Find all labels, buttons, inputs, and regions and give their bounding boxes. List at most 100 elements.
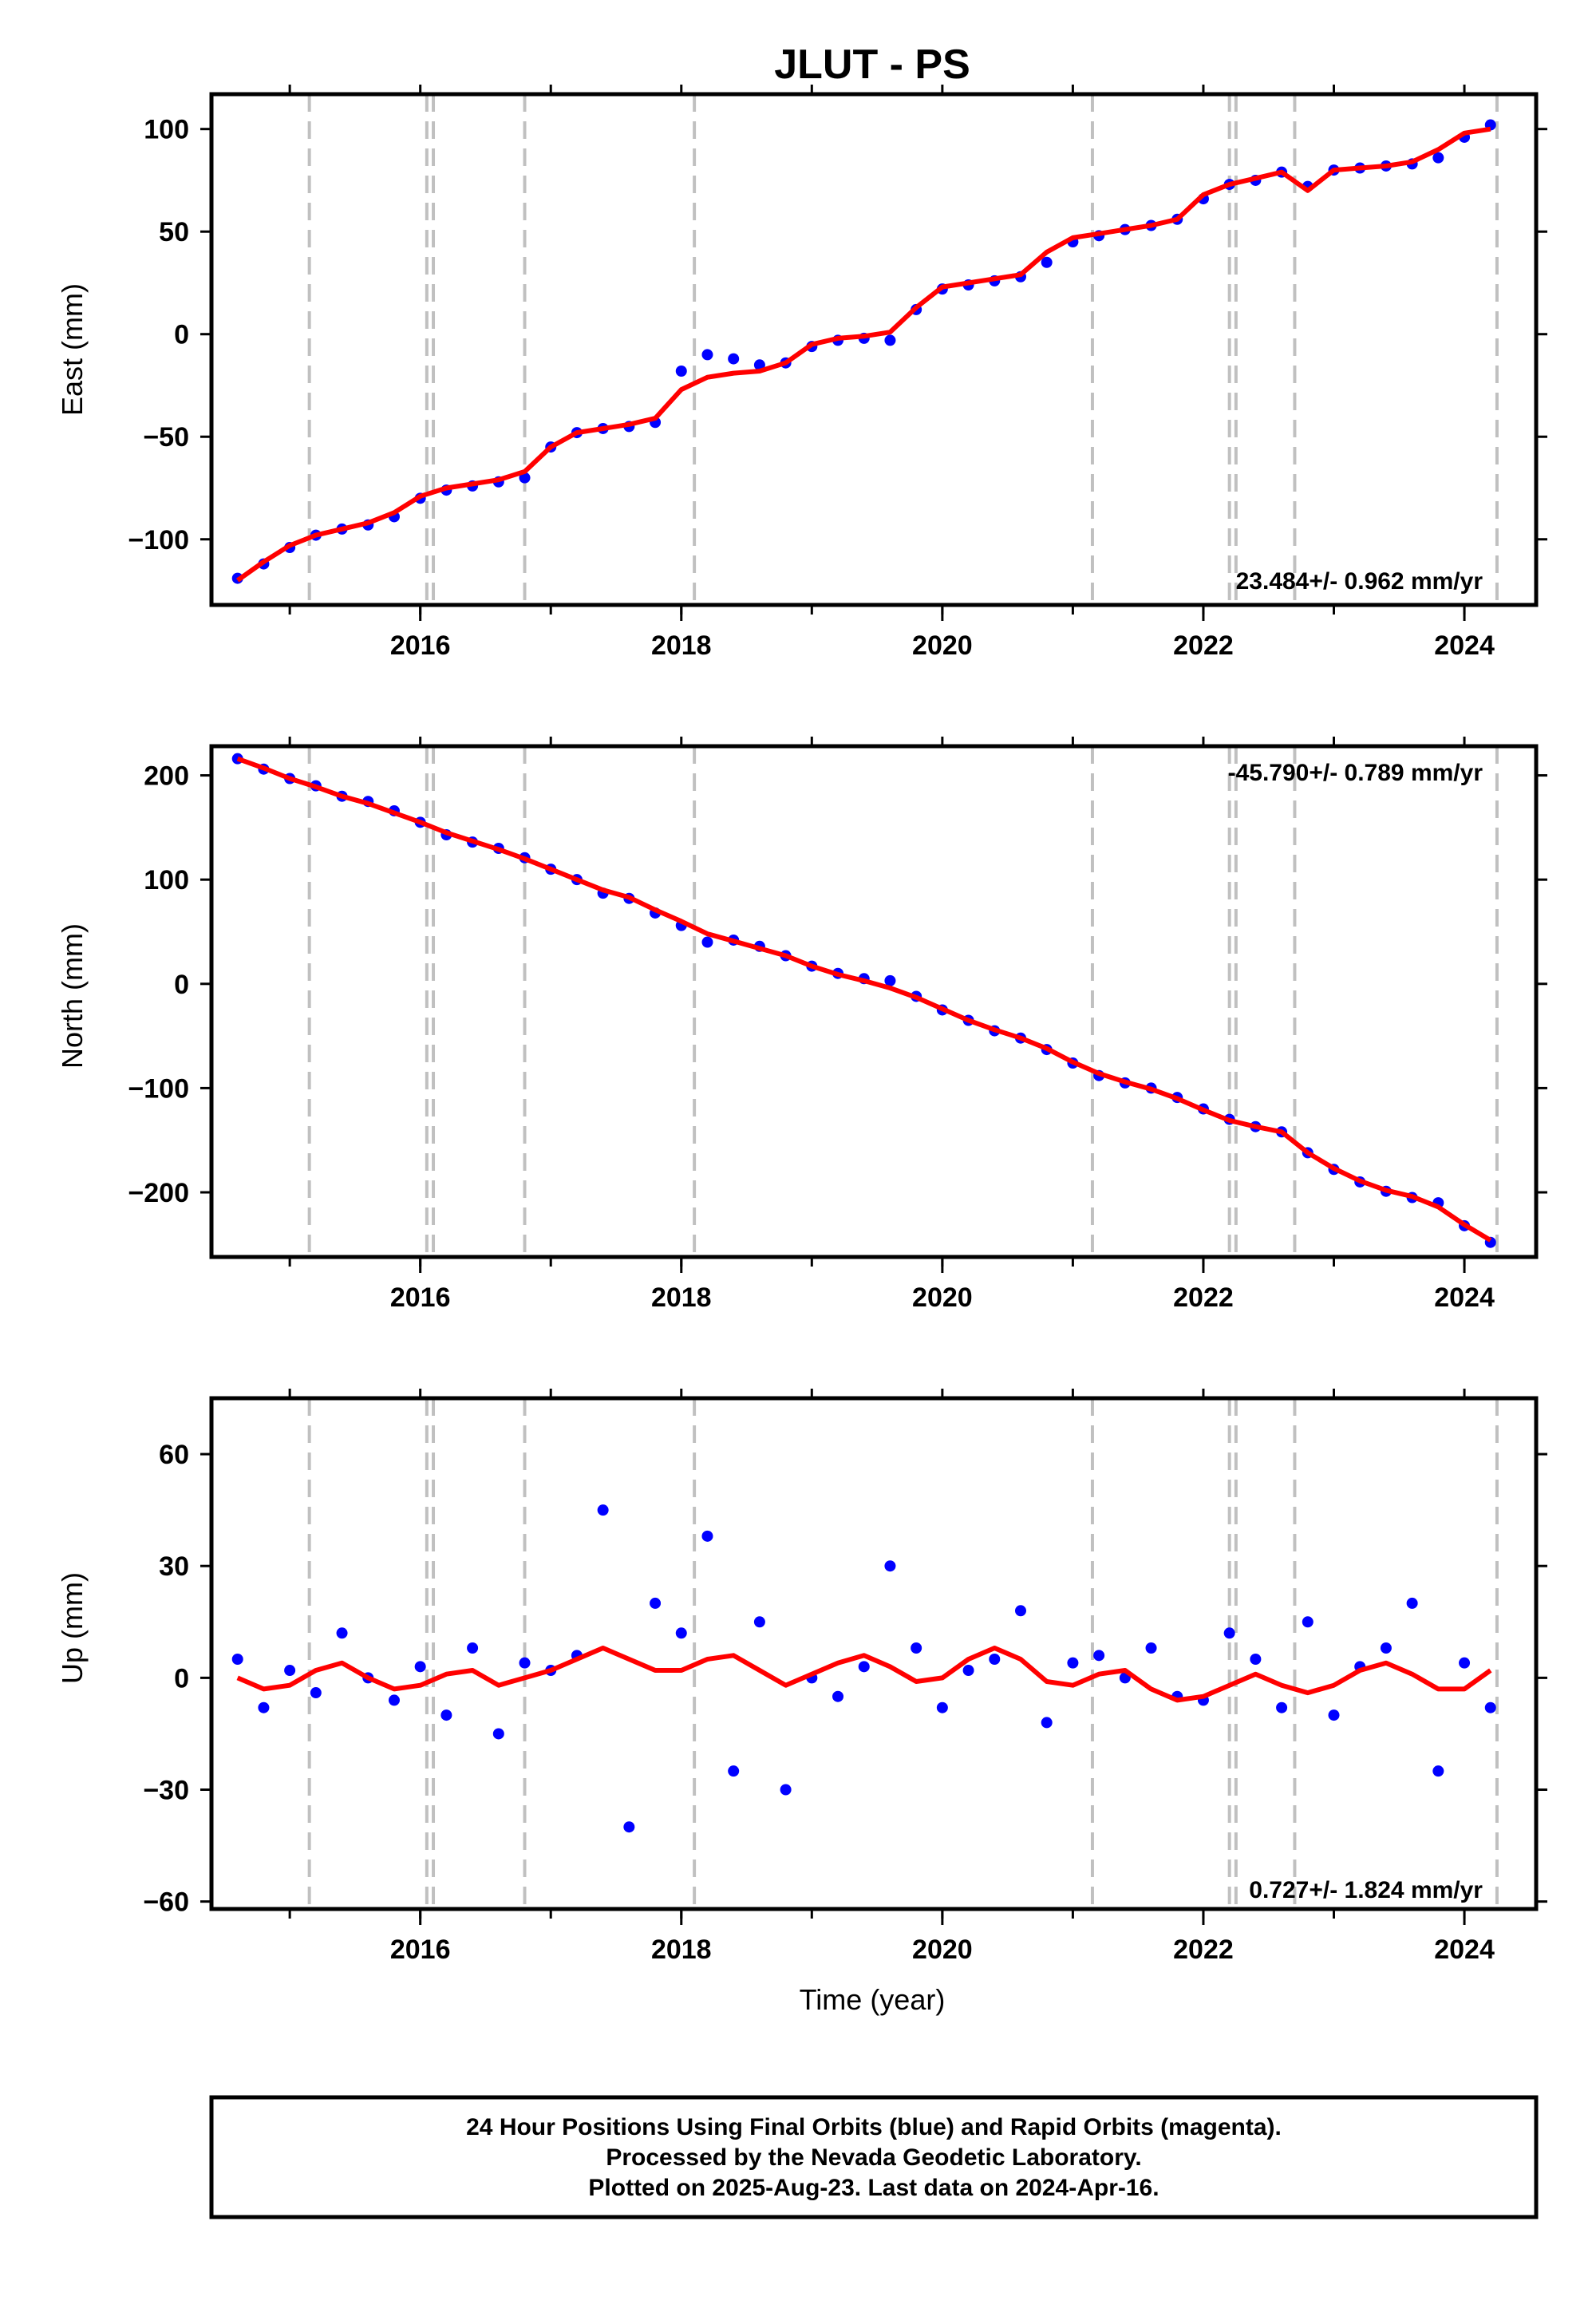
up-data-point xyxy=(884,1560,896,1572)
up-data-point xyxy=(623,1821,635,1833)
footer-frame xyxy=(209,2095,1539,2219)
up-plot: 2016 2018 2020 2022 2024 −60 −30 0 30 60 xyxy=(143,1389,1547,1965)
up-data-point xyxy=(1406,1597,1418,1609)
north-x-tick-label: 2018 xyxy=(651,1282,712,1313)
up-data-point xyxy=(1145,1642,1157,1654)
up-data-point xyxy=(650,1597,662,1609)
north-x-tick-label: 2024 xyxy=(1434,1282,1495,1313)
up-rate-label: 0.727+/- 1.824 mm/yr xyxy=(1249,1877,1483,1903)
up-y-tick-label: 60 xyxy=(159,1440,189,1470)
up-data-point xyxy=(467,1642,479,1654)
up-data-point xyxy=(1459,1657,1471,1669)
up-data-point xyxy=(1276,1701,1288,1713)
up-data-point xyxy=(1380,1642,1392,1654)
up-data-point xyxy=(753,1616,765,1628)
up-data-point xyxy=(336,1627,348,1639)
east-data-point xyxy=(728,353,740,365)
up-model-line xyxy=(236,1646,1492,1703)
east-plot: 2016 2018 2020 2022 2024 −100 −50 0 50 100 xyxy=(128,85,1547,661)
up-data-point xyxy=(701,1530,713,1542)
up-data-point xyxy=(258,1701,270,1713)
up-data-point xyxy=(936,1701,948,1713)
up-data-point xyxy=(1014,1605,1026,1617)
up-data-point xyxy=(1484,1701,1496,1713)
up-y-tick-label: −60 xyxy=(143,1887,189,1918)
north-data-point xyxy=(884,974,896,986)
up-data-point xyxy=(440,1709,452,1721)
up-data-point xyxy=(832,1690,844,1702)
footer-box: 24 Hour Positions Using Final Orbits (bl… xyxy=(209,2095,1539,2219)
east-data-point xyxy=(884,334,896,346)
north-y-tick-label: 0 xyxy=(174,970,189,1000)
up-data-point xyxy=(858,1661,870,1673)
footer-line-3: Plotted on 2025-Aug-23. Last data on 202… xyxy=(588,2175,1159,2201)
up-data-point xyxy=(1067,1657,1079,1669)
up-data-point xyxy=(728,1765,740,1777)
up-data-point xyxy=(1432,1765,1444,1777)
north-y-tick-label: −100 xyxy=(128,1073,189,1104)
time-axis-label: Time (year) xyxy=(800,1983,946,2016)
east-x-tick-label: 2016 xyxy=(390,630,451,661)
east-y-tick-label: 50 xyxy=(159,217,189,247)
up-data-point xyxy=(962,1665,974,1677)
east-y-tick-label: −100 xyxy=(128,525,189,555)
up-x-tick-label: 2024 xyxy=(1434,1935,1495,1965)
up-axis-label: Up (mm) xyxy=(56,1572,89,1684)
up-data-point xyxy=(675,1627,687,1639)
north-plot-frame xyxy=(209,744,1539,1259)
north-model-line xyxy=(236,756,1492,1243)
north-y-tick-label: −200 xyxy=(128,1178,189,1208)
east-plot-frame xyxy=(209,92,1539,607)
up-data-point xyxy=(414,1661,426,1673)
east-y-tick-label: 0 xyxy=(174,320,189,350)
north-data-point xyxy=(701,936,713,948)
up-data-point xyxy=(1328,1709,1340,1721)
up-data-point xyxy=(780,1784,792,1796)
north-x-tick-label: 2020 xyxy=(912,1282,973,1313)
up-plot-frame xyxy=(209,1396,1539,1911)
east-x-tick-label: 2018 xyxy=(651,630,712,661)
footer-line-1: 24 Hour Positions Using Final Orbits (bl… xyxy=(466,2114,1282,2140)
up-data-point xyxy=(310,1687,322,1699)
up-data-point xyxy=(597,1504,609,1516)
up-y-tick-label: −30 xyxy=(143,1776,189,1806)
up-data-point xyxy=(231,1654,243,1666)
figure-title: JLUT - PS xyxy=(774,41,970,88)
footer-line-2: Processed by the Nevada Geodetic Laborat… xyxy=(606,2144,1141,2171)
east-data-point xyxy=(701,349,713,361)
up-data-point xyxy=(1250,1654,1262,1666)
east-data-point xyxy=(675,365,687,377)
up-x-tick-label: 2018 xyxy=(651,1935,712,1965)
up-x-tick-label: 2020 xyxy=(912,1935,973,1965)
east-data-point xyxy=(1432,152,1444,164)
east-panel: 2016 2018 2020 2022 2024 −100 −50 0 50 100 23.484… xyxy=(56,85,1547,661)
up-data-point xyxy=(492,1728,504,1740)
east-axis-label: East (mm) xyxy=(56,283,89,416)
east-y-tick-label: −50 xyxy=(143,422,189,453)
east-x-tick-label: 2020 xyxy=(912,630,973,661)
north-axis-label: North (mm) xyxy=(56,923,89,1069)
up-data-point xyxy=(1302,1616,1314,1628)
east-x-tick-label: 2024 xyxy=(1434,630,1495,661)
up-x-tick-label: 2022 xyxy=(1173,1935,1234,1965)
east-model-line xyxy=(235,126,1491,583)
up-data-point xyxy=(1093,1650,1105,1662)
up-data-point xyxy=(911,1642,922,1654)
north-rate-label: -45.790+/- 0.789 mm/yr xyxy=(1228,760,1483,786)
north-plot: 2016 2018 2020 2022 2024 −200 −100 0 100 200 xyxy=(128,737,1547,1313)
up-panel: 2016 2018 2020 2022 2024 −60 −30 0 30 60 0.727+/-… xyxy=(56,1389,1547,1965)
up-data-point xyxy=(1041,1717,1053,1729)
east-y-tick-label: 100 xyxy=(144,115,189,145)
north-y-tick-label: 100 xyxy=(144,865,189,895)
east-rate-label: 23.484+/- 0.962 mm/yr xyxy=(1236,568,1483,595)
up-data-point xyxy=(989,1654,1001,1666)
east-x-tick-label: 2022 xyxy=(1173,630,1234,661)
up-data-point xyxy=(284,1665,296,1677)
north-y-tick-label: 200 xyxy=(144,761,189,792)
north-x-tick-label: 2016 xyxy=(390,1282,451,1313)
north-x-tick-label: 2022 xyxy=(1173,1282,1234,1313)
up-data-point xyxy=(1223,1627,1235,1639)
up-data-point xyxy=(388,1694,400,1706)
up-y-tick-label: 30 xyxy=(159,1551,189,1582)
